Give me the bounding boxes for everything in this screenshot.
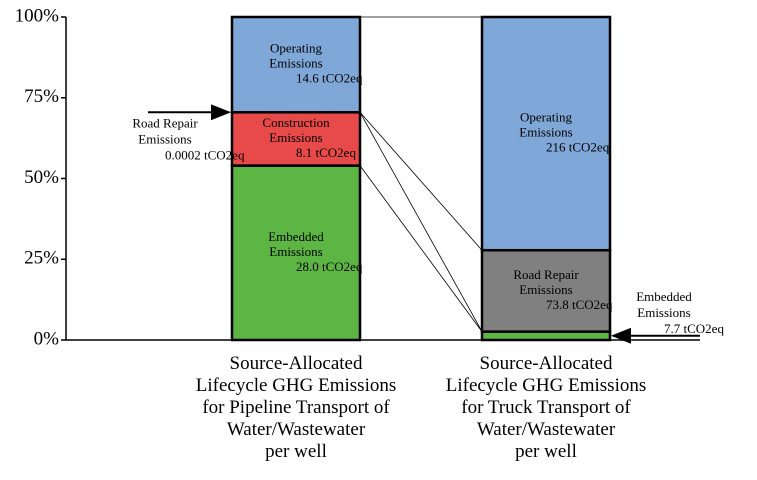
segment-label: Operating Emissions bbox=[519, 110, 572, 140]
segment-label: Embedded Emissions bbox=[268, 229, 324, 259]
segment-label: Operating Emissions bbox=[269, 41, 322, 71]
y-tick-label: 0% bbox=[34, 328, 60, 349]
connector bbox=[359, 112, 483, 332]
annotation-label: Road Repair Emissions bbox=[132, 115, 198, 146]
bar-segment bbox=[230, 15, 362, 114]
connector bbox=[359, 112, 483, 251]
segment-amount: 73.8 tCO2eq bbox=[546, 297, 613, 312]
y-tick-label: 100% bbox=[15, 5, 60, 26]
y-tick-label: 75% bbox=[24, 86, 59, 107]
segment-label: Construction Emissions bbox=[262, 115, 330, 145]
segment-label: Road Repair Emissions bbox=[513, 267, 579, 297]
annotation-label: Embedded Emissions bbox=[636, 289, 692, 320]
segment-amount: 14.6 tCO2eq bbox=[296, 71, 363, 86]
annotation-amount: 0.0002 tCO2eq bbox=[165, 147, 245, 162]
annotation-amount: 7.7 tCO2eq bbox=[664, 321, 724, 336]
bar-segment bbox=[230, 111, 362, 167]
bar-segment bbox=[480, 330, 612, 342]
connector bbox=[359, 165, 483, 332]
segment-amount: 216 tCO2eq bbox=[546, 140, 610, 155]
segment-amount: 8.1 tCO2eq bbox=[296, 145, 356, 160]
bar-segment bbox=[480, 15, 612, 252]
x-tick-label: Source-Allocated Lifecycle GHG Emissions f… bbox=[446, 353, 647, 462]
y-tick-label: 50% bbox=[24, 167, 59, 188]
segment-amount: 28.0 tCO2eq bbox=[296, 259, 363, 274]
y-tick-label: 25% bbox=[24, 248, 59, 269]
x-tick-label: Source-Allocated Lifecycle GHG Emissions f… bbox=[196, 353, 397, 462]
